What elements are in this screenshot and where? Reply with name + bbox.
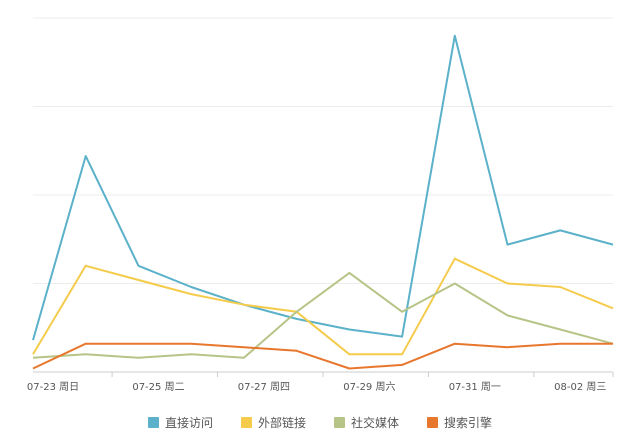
chart-legend: 直接访问 外部链接 社交媒体 搜索引擎 (0, 414, 640, 431)
legend-label: 直接访问 (164, 416, 213, 430)
series-line-3 (32, 342, 613, 370)
legend-swatch (427, 417, 439, 428)
legend-item-0[interactable]: 直接访问 (147, 414, 213, 431)
x-tick-label: 08-02 周三 (554, 381, 606, 393)
series-line-2 (32, 271, 614, 359)
x-tick-label: 07-29 周六 (343, 381, 395, 393)
legend-item-1[interactable]: 外部链接 (240, 414, 306, 431)
legend-label: 搜索引擎 (444, 416, 493, 430)
legend-item-3[interactable]: 搜索引擎 (427, 414, 492, 431)
series-line-1 (32, 257, 614, 356)
legend-item-2[interactable]: 社交媒体 (334, 414, 399, 431)
line-chart: 07-23 周日 07-25 周二 07-27 周四 07-29 周六 07-31 周一… (27, 17, 614, 393)
legend-label: 社交媒体 (351, 416, 400, 430)
series-line-0 (32, 34, 614, 341)
x-tick-label: 07-23 周日 (27, 381, 79, 393)
x-tick-label: 07-27 周四 (238, 381, 290, 393)
x-tick-label: 07-25 周二 (132, 381, 184, 393)
legend-label: 外部链接 (257, 416, 306, 430)
x-tick-label: 07-31 周一 (449, 381, 501, 393)
legend-swatch (147, 417, 159, 428)
legend-swatch (240, 417, 252, 428)
legend-swatch (334, 417, 345, 428)
